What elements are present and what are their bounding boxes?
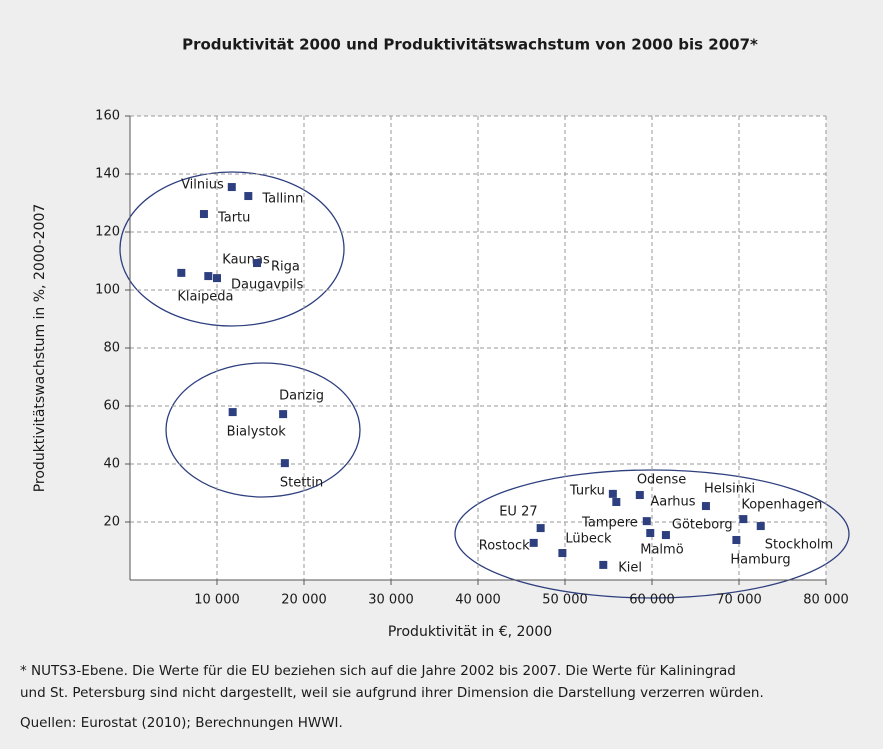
point <box>227 183 236 192</box>
cluster-ellipse <box>119 171 345 327</box>
point <box>646 529 655 538</box>
y-tick-label: 60 <box>103 399 120 414</box>
point-label: Kopenhagen <box>741 498 822 513</box>
x-tick-label: 30 000 <box>368 593 414 608</box>
y-tick-label: 120 <box>95 225 120 240</box>
chart-title: Produktivität 2000 und Produktivitätswac… <box>182 36 758 54</box>
point-label: Stettin <box>280 476 323 491</box>
cluster-ellipse <box>165 362 361 498</box>
point-label: Lübeck <box>565 532 612 547</box>
y-tick-label: 20 <box>103 515 120 530</box>
point-label: Odense <box>637 473 687 488</box>
point <box>529 538 538 547</box>
point-label: Kiel <box>618 560 642 575</box>
x-tick-label: 10 000 <box>194 593 240 608</box>
x-tick-label: 50 000 <box>542 593 588 608</box>
point <box>204 272 213 281</box>
point-label: Vilnius <box>181 178 224 193</box>
source: Quellen: Eurostat (2010); Berechnungen H… <box>20 715 343 731</box>
point <box>558 549 567 558</box>
footnote: und St. Petersburg sind nicht dargestell… <box>20 685 764 701</box>
point <box>177 268 186 277</box>
x-tick-label: 20 000 <box>281 593 327 608</box>
point <box>701 502 710 511</box>
point-label: Tallinn <box>261 192 303 207</box>
point-label: Aarhus <box>650 494 695 509</box>
point <box>228 408 237 417</box>
point <box>635 491 644 500</box>
footnote: * NUTS3-Ebene. Die Werte für die EU bezi… <box>20 663 736 679</box>
point <box>213 274 221 283</box>
point-label: Turku <box>569 483 605 498</box>
point-label: Göteborg <box>672 518 733 533</box>
x-tick-label: 40 000 <box>455 593 501 608</box>
y-tick-label: 100 <box>95 283 120 298</box>
point-label: Riga <box>271 260 300 275</box>
y-axis-label: Produktivitätswachstum in %, 2000-2007 <box>32 204 48 493</box>
point-label: Danzig <box>279 389 324 404</box>
point <box>608 489 617 498</box>
x-tick-label: 60 000 <box>629 593 675 608</box>
point <box>756 522 765 531</box>
point-label: Tampere <box>581 516 638 531</box>
point-label: Stockholm <box>765 538 833 553</box>
point <box>661 531 670 540</box>
point <box>279 410 288 419</box>
point <box>244 192 253 201</box>
point-label: Daugavpils <box>231 278 304 293</box>
point <box>739 515 748 524</box>
point-label: Rostock <box>479 538 530 553</box>
point-label: Bialystok <box>227 425 287 440</box>
point <box>253 259 262 268</box>
point <box>599 560 608 569</box>
point <box>280 459 289 468</box>
point-label: Tartu <box>217 211 250 226</box>
x-axis-label: Produktivität in €, 2000 <box>388 624 552 640</box>
chart: Produktivität 2000 und Produktivitätswac… <box>32 36 850 640</box>
y-tick-label: 40 <box>103 457 120 472</box>
y-tick-label: 140 <box>95 167 120 182</box>
point <box>536 524 545 533</box>
point-label: Klaipeda <box>177 289 233 304</box>
y-tick-label: 160 <box>95 109 120 124</box>
point <box>199 210 208 219</box>
x-tick-label: 70 000 <box>716 593 762 608</box>
point-label: Kaunas <box>222 253 270 268</box>
point <box>612 497 621 506</box>
point-label: Helsinki <box>704 482 755 497</box>
point <box>642 517 651 526</box>
point-label: Malmö <box>640 543 683 558</box>
y-tick-label: 80 <box>103 341 120 356</box>
point-label: EU 27 <box>499 505 537 520</box>
point-label: Hamburg <box>730 552 790 567</box>
point <box>732 535 741 544</box>
x-tick-label: 80 000 <box>803 593 849 608</box>
